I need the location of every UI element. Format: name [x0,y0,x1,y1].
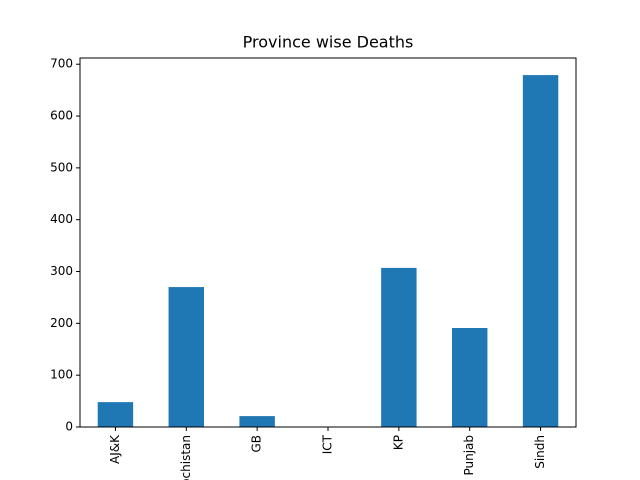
y-tick-label: 600 [50,109,73,123]
y-tick-label: 400 [50,212,73,226]
bar [168,287,204,427]
bar [239,416,275,427]
x-tick-label: AJ&K [108,434,122,464]
bar [522,75,559,427]
y-tick-label: 0 [65,420,73,434]
bar [97,402,134,427]
y-tick-label: 500 [50,160,73,174]
bar [381,267,417,427]
x-tick-label: Balochistan [179,435,193,480]
y-tick-label: 300 [50,264,73,278]
y-tick-label: 100 [50,368,73,382]
x-tick-label: Punjab [462,435,476,476]
bar [452,328,488,427]
x-tick-label: KP [391,435,405,450]
y-tick-label: 700 [50,57,73,71]
chart-title: Province wise Deaths [243,33,414,52]
x-tick-label: Sindh [533,435,547,469]
plot-frame [79,57,577,428]
x-tick-label: ICT [321,434,335,454]
x-tick-label: GB [250,435,264,453]
y-tick-label: 200 [50,316,73,330]
